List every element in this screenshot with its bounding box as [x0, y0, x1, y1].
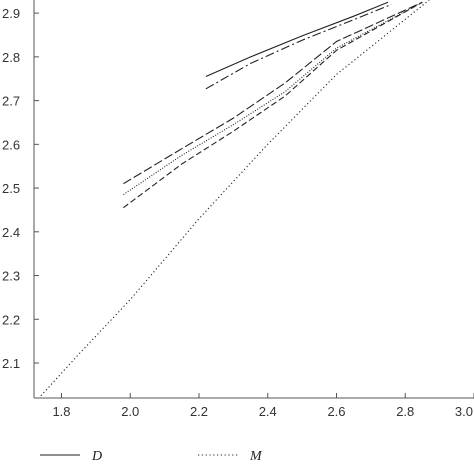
y-tick-label: 2.5 [2, 181, 20, 196]
x-tick-label: 2.6 [327, 404, 345, 419]
series-line-2 [205, 3, 392, 90]
x-tick-label: 2.8 [396, 404, 414, 419]
y-tick-label: 2.2 [2, 312, 20, 327]
y-tick-group: 2.1 2.2 2.3 2.4 2.5 2.6 2.7 2.8 2.9 [2, 6, 39, 371]
legend-label-D: D [91, 449, 102, 464]
series-line-3 [123, 1, 423, 185]
y-tick-label: 2.6 [2, 137, 20, 152]
series-group [40, 0, 430, 397]
x-tick-label: 2.0 [121, 404, 139, 419]
y-tick-label: 2.4 [2, 225, 20, 240]
legend-label-M: M [249, 449, 263, 464]
y-tick-label: 2.1 [2, 356, 20, 371]
series-line-5 [123, 1, 423, 209]
series-line-1 [205, 1, 389, 78]
x-tick-label: 3.0 [455, 404, 473, 419]
x-tick-label: 2.2 [190, 404, 208, 419]
series-line-6 [40, 0, 430, 397]
y-tick-label: 2.9 [2, 6, 20, 21]
y-tick-label: 2.7 [2, 94, 20, 109]
y-tick-label: 2.3 [2, 269, 20, 284]
x-tick-group: 1.8 2.0 2.2 2.4 2.6 2.8 3.0 [52, 393, 474, 419]
x-tick-label: 1.8 [52, 404, 70, 419]
y-tick-label: 2.8 [2, 50, 20, 65]
series-line-4 [123, 1, 423, 196]
x-tick-label: 2.4 [259, 404, 277, 419]
